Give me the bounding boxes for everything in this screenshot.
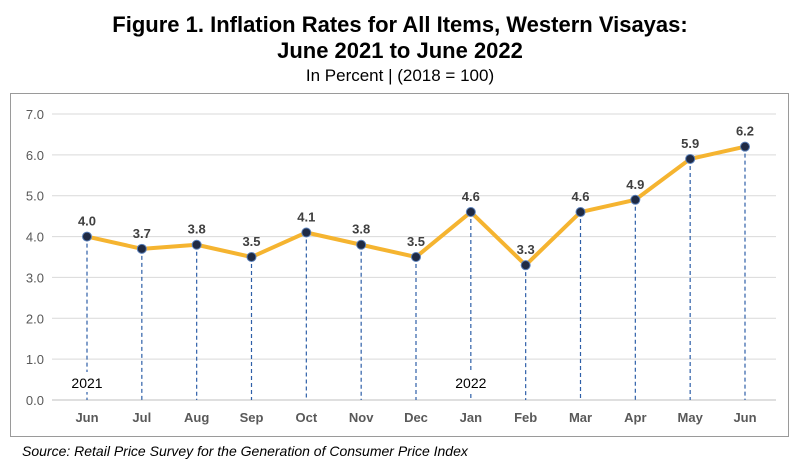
- data-label: 3.8: [188, 222, 206, 237]
- x-tick-label: Dec: [404, 410, 428, 425]
- data-point: [356, 239, 367, 250]
- data-point: [411, 252, 421, 262]
- x-tick-label: Apr: [624, 410, 646, 425]
- data-point: [246, 252, 257, 262]
- data-point: [82, 231, 92, 242]
- y-tick-label: 1.0: [26, 352, 44, 367]
- data-point: [465, 207, 476, 218]
- data-point: [630, 194, 641, 205]
- x-tick-label: Jul: [132, 410, 151, 425]
- x-tick-label: Mar: [569, 410, 592, 425]
- data-point: [520, 260, 531, 271]
- x-tick-label: Jun: [733, 410, 756, 425]
- data-label: 4.6: [462, 189, 480, 204]
- year-label: 2021: [71, 375, 102, 391]
- data-point: [136, 243, 147, 254]
- x-tick-label: May: [678, 410, 704, 425]
- chart-frame: [10, 93, 789, 437]
- x-tick-label: Jan: [460, 410, 482, 425]
- data-label: 5.9: [681, 136, 699, 151]
- y-tick-label: 4.0: [26, 230, 44, 245]
- source-note: Source: Retail Price Survey for the Gene…: [22, 443, 468, 459]
- data-label: 3.7: [133, 226, 151, 241]
- data-point: [301, 227, 312, 238]
- data-label: 6.2: [736, 124, 754, 139]
- data-point: [740, 141, 750, 152]
- year-label-background: [450, 372, 491, 392]
- y-tick-label: 5.0: [26, 189, 44, 204]
- chart-title-line1: Figure 1. Inflation Rates for All Items,…: [112, 12, 688, 37]
- data-point: [685, 153, 696, 164]
- data-label: 3.5: [242, 234, 260, 249]
- chart-subtitle: In Percent | (2018 = 100): [305, 66, 495, 85]
- x-tick-label: Oct: [295, 410, 317, 425]
- y-tick-label: 7.0: [26, 107, 44, 122]
- y-tick-label: 6.0: [26, 148, 44, 163]
- data-label: 3.3: [517, 242, 535, 257]
- data-point: [575, 207, 586, 218]
- x-tick-label: Aug: [184, 410, 209, 425]
- chart-title-line2: June 2021 to June 2022: [277, 38, 523, 63]
- data-label: 4.0: [78, 214, 96, 229]
- y-tick-label: 3.0: [26, 270, 44, 285]
- x-tick-label: Jun: [75, 410, 98, 425]
- y-tick-label: 2.0: [26, 311, 44, 326]
- data-label: 4.1: [297, 209, 315, 224]
- x-tick-label: Feb: [514, 410, 537, 425]
- data-label: 3.5: [407, 234, 425, 249]
- year-label: 2022: [455, 375, 486, 391]
- data-label: 4.6: [571, 189, 589, 204]
- data-point: [191, 239, 202, 250]
- data-label: 3.8: [352, 222, 370, 237]
- data-label: 4.9: [626, 177, 644, 192]
- year-label-background: [67, 372, 107, 392]
- y-tick-label: 0.0: [26, 393, 44, 408]
- x-tick-label: Sep: [240, 410, 264, 425]
- x-tick-label: Nov: [349, 410, 374, 425]
